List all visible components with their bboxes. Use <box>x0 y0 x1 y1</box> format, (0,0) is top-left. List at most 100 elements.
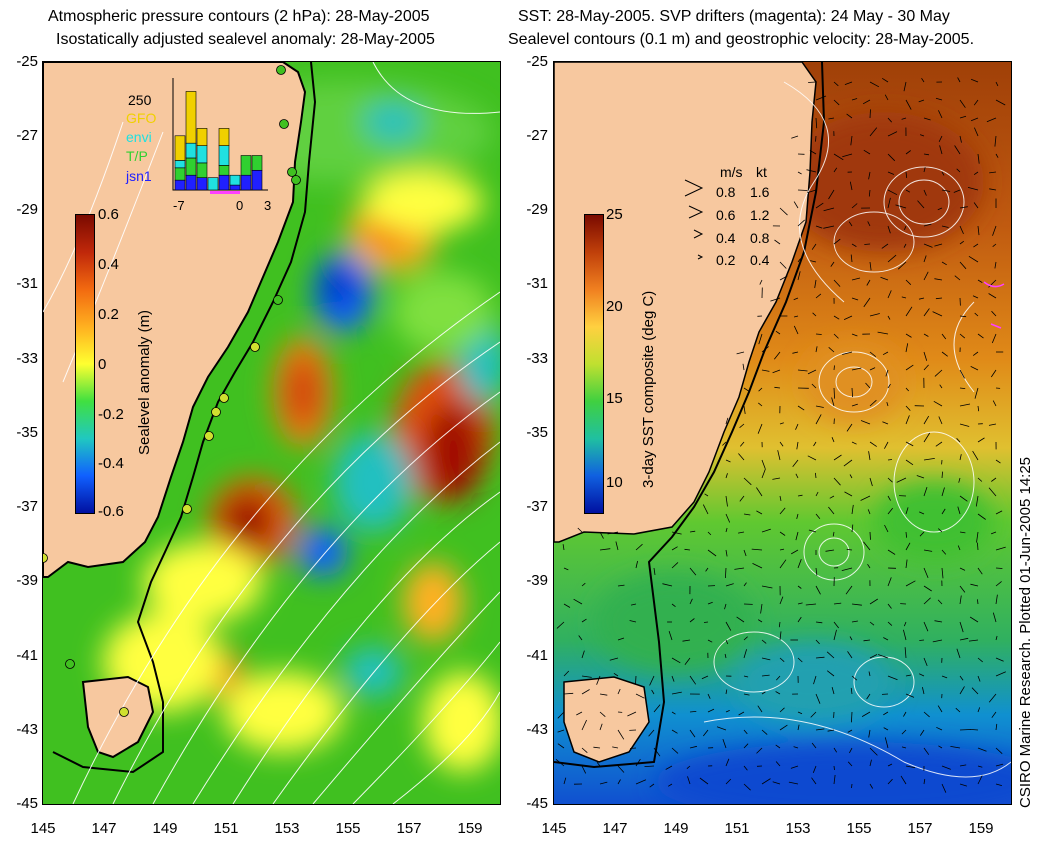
velocity-arrow <box>846 423 853 432</box>
velocity-arrow <box>923 432 931 443</box>
velocity-arrow <box>635 779 647 785</box>
velocity-arrow <box>864 243 871 245</box>
velocity-arrow <box>743 387 751 393</box>
velocity-arrow <box>941 783 947 793</box>
sealevel-colorbar <box>75 214 95 514</box>
velocity-arrow <box>811 777 817 785</box>
velocity-arrow <box>959 637 969 641</box>
velocity-arrow <box>756 510 763 515</box>
velocity-arrow <box>901 729 907 735</box>
velocity-arrow <box>833 765 835 771</box>
velocity-arrow <box>812 312 817 317</box>
lon-label: 149 <box>152 820 178 837</box>
velocity-arrow <box>861 711 871 717</box>
velocity-arrow <box>794 315 799 318</box>
velocity-arrow <box>974 127 979 137</box>
velocity-arrow <box>932 639 943 643</box>
velocity-arrow <box>653 567 656 575</box>
velocity-arrow <box>811 383 817 389</box>
velocity-arrow <box>882 351 889 356</box>
velocity-arrow <box>992 243 997 248</box>
velocity-arrow <box>779 631 782 641</box>
velocity-arrow <box>772 369 781 374</box>
velocity-arrow <box>815 202 824 209</box>
velocity-arrow <box>970 117 979 122</box>
velocity-arrow <box>905 693 915 698</box>
velocity-arrow <box>903 243 907 248</box>
velocity-arrow <box>844 81 853 85</box>
velocity-arrow <box>851 333 858 337</box>
velocity-arrow <box>904 225 907 230</box>
velocity-arrow <box>742 363 745 371</box>
velocity-arrow <box>847 729 853 733</box>
velocity-arrow <box>581 765 587 774</box>
velocity-arrow <box>725 513 731 523</box>
velocity-arrow <box>828 347 835 353</box>
velocity-arrow <box>847 761 853 767</box>
velocity-arrow <box>851 277 861 281</box>
velocity-arrow <box>897 261 907 270</box>
velocity-arrow <box>896 477 907 483</box>
altimeter-bar-segment <box>218 174 230 191</box>
velocity-arrow <box>988 423 997 426</box>
velocity-arrow <box>843 459 853 467</box>
altimeter-bar-segment <box>185 91 197 144</box>
velocity-arrow <box>941 765 951 770</box>
tide-gauge-markers <box>43 65 301 717</box>
velocity-arrow <box>957 545 961 551</box>
altimeter-bar-segment <box>196 162 208 178</box>
velocity-arrow <box>581 689 590 695</box>
velocity-arrow <box>863 639 871 642</box>
velocity-arrow <box>833 747 838 753</box>
velocity-arrow <box>919 511 925 515</box>
velocity-arrow <box>869 313 880 317</box>
velocity-arrow <box>959 423 970 427</box>
velocity-arrow <box>849 636 853 641</box>
velocity-arrow <box>959 369 965 379</box>
sst-map[interactable] <box>554 62 1011 804</box>
velocity-arrow <box>811 742 817 749</box>
velocity-arrow <box>761 729 768 735</box>
lat-label: -31 <box>16 275 38 292</box>
velocity-arrow <box>573 598 583 605</box>
altimeter-count-label: 250 <box>128 92 152 108</box>
velocity-arrow <box>995 567 1003 569</box>
velocity-arrow <box>977 707 981 713</box>
velocity-arrow <box>956 168 961 173</box>
velocity-arrow <box>743 513 751 516</box>
velocity-arrow <box>793 746 799 749</box>
velocity-arrow <box>743 675 749 678</box>
velocity-arrow <box>751 548 763 551</box>
velocity-arrow <box>823 207 835 212</box>
velocity-arrow <box>959 729 971 731</box>
velocity-arrow <box>937 705 943 713</box>
velocity-arrow <box>995 581 1002 587</box>
velocity-arrow <box>779 495 782 501</box>
velocity-arrow <box>938 110 943 119</box>
velocity-arrow <box>815 639 820 645</box>
altimeter-bar-segment <box>174 167 186 181</box>
velocity-arrow <box>807 189 817 194</box>
sealevel-anomaly-map[interactable] <box>43 62 500 804</box>
velocity-arrow <box>923 333 929 337</box>
velocity-arrow <box>972 450 979 461</box>
velocity-arrow <box>973 171 979 176</box>
velocity-arrow <box>772 477 781 480</box>
velocity-arrow <box>868 189 871 197</box>
velocity-arrow <box>977 333 984 339</box>
velocity-arrow <box>959 240 965 245</box>
sealevel-tick-0.4: 0.4 <box>98 256 119 273</box>
velocity-arrow <box>833 315 840 320</box>
velocity-arrow <box>815 472 817 479</box>
altimeter-xtick-0: 0 <box>236 198 244 213</box>
velocity-arrow <box>905 531 907 538</box>
velocity-arrow <box>738 531 745 534</box>
velocity-arrow <box>826 651 835 659</box>
velocity-arrow <box>923 223 932 227</box>
velocity-arrow <box>938 135 943 142</box>
velocity-arrow <box>869 109 871 119</box>
velocity-arrow <box>887 577 892 587</box>
velocity-arrow <box>846 549 853 551</box>
velocity-arrow <box>937 599 943 605</box>
velocity-arrow <box>761 459 766 470</box>
